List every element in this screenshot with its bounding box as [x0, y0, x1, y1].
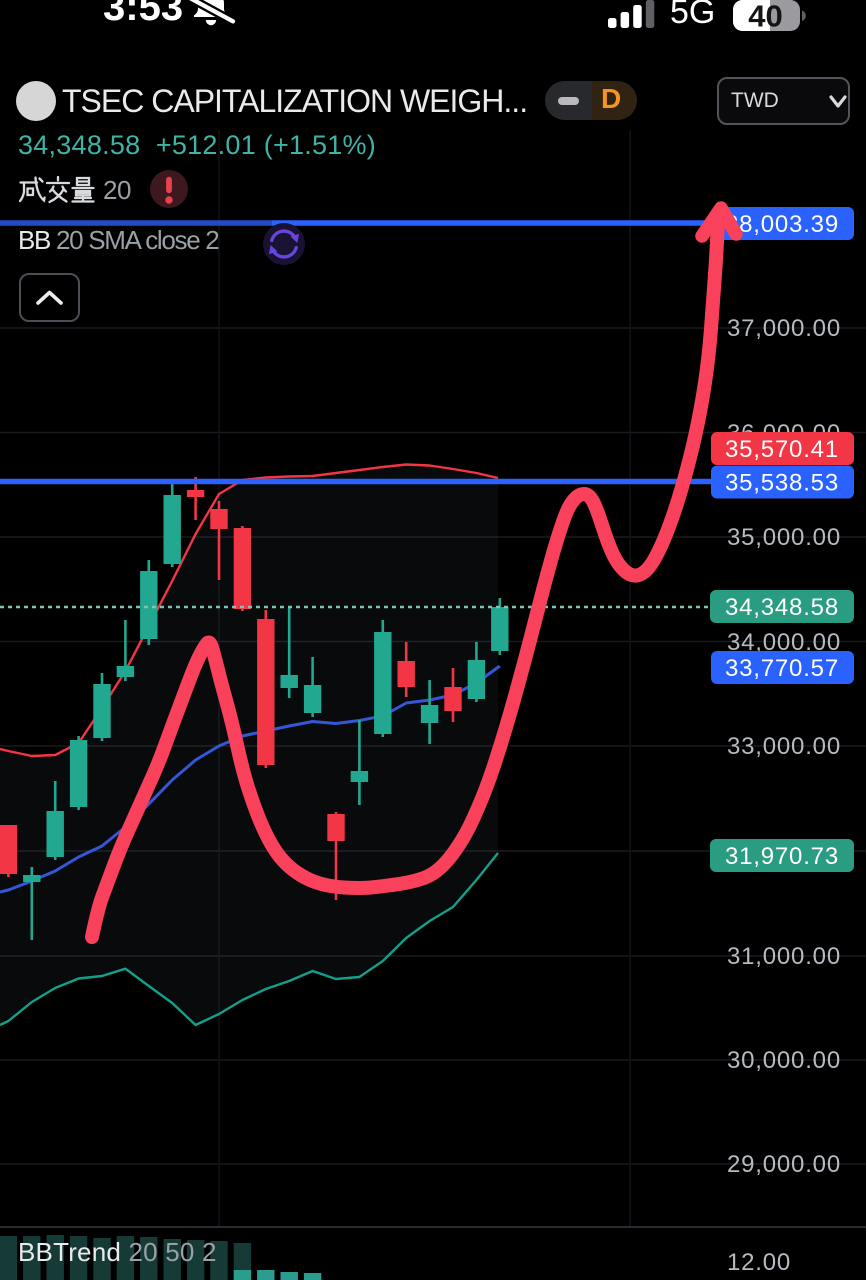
- svg-text:34,348.58: 34,348.58: [725, 594, 839, 621]
- svg-text:30,000.00: 30,000.00: [727, 1047, 841, 1074]
- svg-text:33,770.57: 33,770.57: [725, 655, 839, 682]
- svg-text:35,538.53: 35,538.53: [725, 470, 839, 497]
- svg-text:38,003.39: 38,003.39: [725, 211, 839, 238]
- svg-text:37,000.00: 37,000.00: [727, 315, 841, 342]
- svg-text:35,570.41: 35,570.41: [725, 436, 839, 463]
- svg-text:35,000.00: 35,000.00: [727, 524, 841, 551]
- svg-text:33,000.00: 33,000.00: [727, 733, 841, 760]
- svg-text:29,000.00: 29,000.00: [727, 1151, 841, 1178]
- svg-text:40: 40: [748, 0, 782, 34]
- svg-text:12.00: 12.00: [727, 1249, 791, 1276]
- svg-text:31,000.00: 31,000.00: [727, 943, 841, 970]
- svg-text:31,970.73: 31,970.73: [725, 843, 839, 870]
